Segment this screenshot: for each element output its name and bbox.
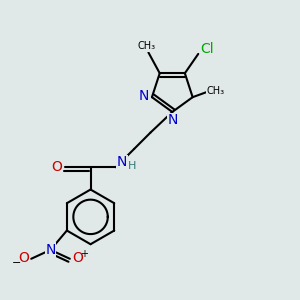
- Text: O: O: [72, 251, 83, 265]
- Text: N: N: [117, 155, 127, 170]
- Text: Cl: Cl: [200, 42, 214, 56]
- Text: CH₃: CH₃: [138, 41, 156, 52]
- Text: CH₃: CH₃: [206, 85, 225, 96]
- Text: O: O: [18, 251, 29, 265]
- Text: N: N: [45, 243, 56, 256]
- Text: N: N: [138, 89, 149, 103]
- Text: H: H: [128, 161, 136, 171]
- Text: O: O: [52, 160, 62, 174]
- Text: +: +: [80, 249, 88, 259]
- Text: N: N: [168, 113, 178, 127]
- Text: −: −: [12, 258, 22, 268]
